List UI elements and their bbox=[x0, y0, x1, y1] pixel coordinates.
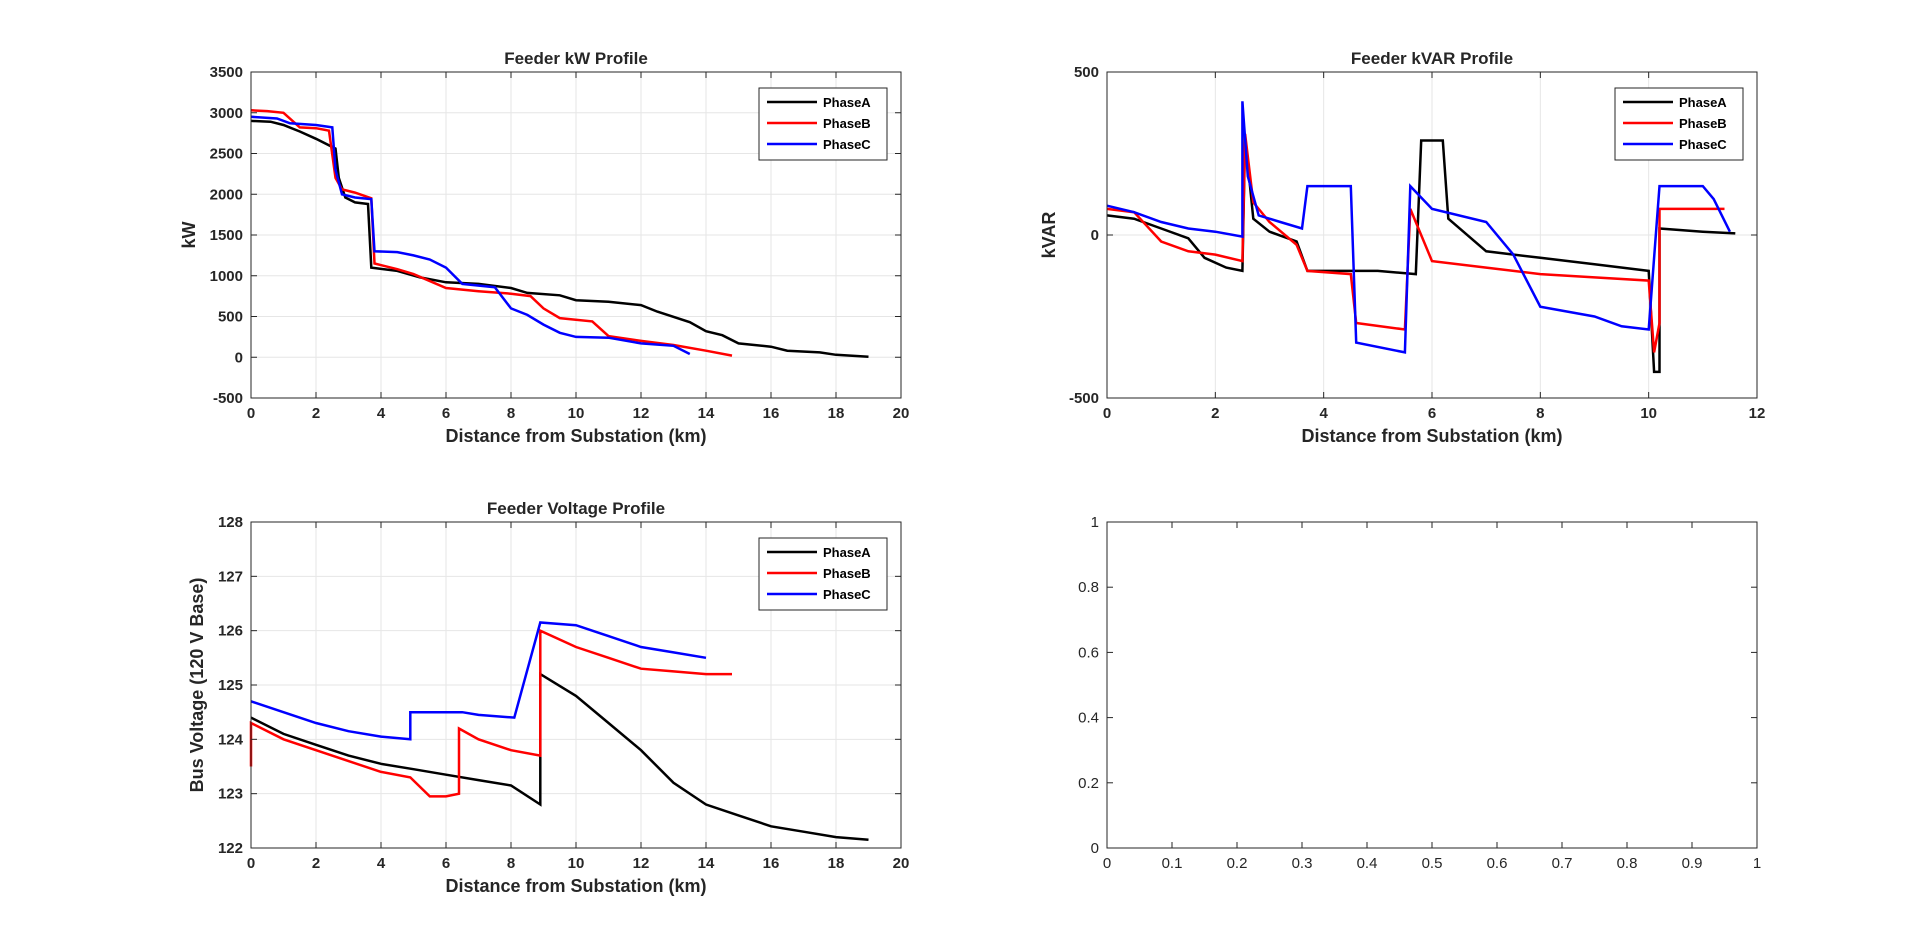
x-tick-label: 0.7 bbox=[1552, 855, 1573, 872]
x-tick-label: 10 bbox=[568, 855, 585, 872]
plot-area bbox=[1107, 522, 1757, 848]
legend-label: PhaseC bbox=[823, 587, 871, 602]
y-tick-label: 1500 bbox=[210, 227, 243, 244]
y-axis-label: kVAR bbox=[1039, 212, 1059, 259]
y-tick-label: 0.6 bbox=[1078, 644, 1099, 661]
chart-title: Feeder Voltage Profile bbox=[487, 499, 665, 518]
x-axis-label: Distance from Substation (km) bbox=[445, 426, 706, 446]
x-tick-label: 0.2 bbox=[1227, 855, 1248, 872]
legend-label: PhaseB bbox=[823, 566, 871, 581]
x-tick-label: 20 bbox=[893, 405, 910, 422]
legend-label: PhaseA bbox=[1679, 95, 1727, 110]
y-tick-label: 128 bbox=[218, 514, 243, 531]
series-line-phaseb bbox=[249, 628, 732, 798]
x-tick-label: 0.1 bbox=[1162, 855, 1183, 872]
x-tick-label: 0 bbox=[1103, 855, 1111, 872]
y-axis-label: kW bbox=[179, 221, 199, 248]
y-tick-label: 0.4 bbox=[1078, 710, 1099, 727]
x-tick-label: 0.4 bbox=[1357, 855, 1378, 872]
y-tick-label: 0 bbox=[235, 349, 243, 366]
x-tick-label: 0 bbox=[1103, 405, 1111, 422]
chart-kw: 0 2 4 6 8 10 12 14 16 18 20-5000500100015002000250… bbox=[179, 49, 909, 446]
legend-label: PhaseA bbox=[823, 545, 871, 560]
x-tick-label: 2 bbox=[1211, 405, 1219, 422]
x-tick-label: 8 bbox=[507, 405, 515, 422]
legend: PhaseA PhaseB PhaseC bbox=[758, 537, 888, 611]
x-tick-label: 12 bbox=[1749, 405, 1766, 422]
x-tick-label: 2 bbox=[312, 855, 320, 872]
chart-title: Feeder kVAR Profile bbox=[1351, 49, 1513, 68]
x-tick-label: 6 bbox=[442, 405, 450, 422]
legend: PhaseA PhaseB PhaseC bbox=[758, 87, 888, 161]
x-tick-label: 14 bbox=[698, 405, 715, 422]
x-axis-label: Distance from Substation (km) bbox=[1301, 426, 1562, 446]
series-line-phasec bbox=[250, 621, 707, 741]
y-tick-label: 1 bbox=[1091, 514, 1099, 531]
legend-label: PhaseB bbox=[1679, 116, 1727, 131]
x-tick-label: 10 bbox=[1640, 405, 1657, 422]
x-tick-label: 0.5 bbox=[1422, 855, 1443, 872]
x-tick-label: 0.6 bbox=[1487, 855, 1508, 872]
y-tick-label: 0 bbox=[1091, 227, 1099, 244]
x-tick-label: 0.8 bbox=[1617, 855, 1638, 872]
y-tick-label: 122 bbox=[218, 840, 243, 857]
x-tick-label: 0.3 bbox=[1292, 855, 1313, 872]
legend-label: PhaseB bbox=[823, 116, 871, 131]
series-line-phasec bbox=[250, 115, 691, 356]
series-line-phasea bbox=[250, 119, 869, 359]
y-tick-label: 127 bbox=[218, 568, 243, 585]
legend-label: PhaseC bbox=[1679, 137, 1727, 152]
y-tick-label: 2500 bbox=[210, 146, 243, 163]
x-tick-label: 8 bbox=[507, 855, 515, 872]
x-tick-label: 0 bbox=[247, 405, 255, 422]
legend-label: PhaseC bbox=[823, 137, 871, 152]
y-tick-label: 124 bbox=[218, 731, 244, 748]
chart-empty: 0 0.1 0.2 0.3 0.4 0.5 0.6 0.7 0.8 0.9 1 0 0.2 0.4 0.6 0… bbox=[1078, 514, 1761, 872]
x-tick-label: 4 bbox=[377, 405, 386, 422]
chart-voltage: 0 2 4 6 8 10 12 14 16 18 20 122 123 124 125 126 127 128 Fe… bbox=[187, 499, 909, 896]
x-tick-label: 6 bbox=[442, 855, 450, 872]
x-tick-label: 20 bbox=[893, 855, 910, 872]
y-tick-label: 0 bbox=[1091, 840, 1099, 857]
x-tick-label: 16 bbox=[763, 855, 780, 872]
x-tick-label: 12 bbox=[633, 405, 650, 422]
y-tick-label: 125 bbox=[218, 677, 243, 694]
y-axis-label: Bus Voltage (120 V Base) bbox=[187, 578, 207, 793]
x-tick-label: 0.9 bbox=[1682, 855, 1703, 872]
x-tick-label: 4 bbox=[377, 855, 386, 872]
x-tick-label: 16 bbox=[763, 405, 780, 422]
legend-label: PhaseA bbox=[823, 95, 871, 110]
chart-title: Feeder kW Profile bbox=[504, 49, 648, 68]
x-axis-label: Distance from Substation (km) bbox=[445, 876, 706, 896]
y-tick-label: 0.8 bbox=[1078, 579, 1099, 596]
x-tick-label: 12 bbox=[633, 855, 650, 872]
y-tick-label: 500 bbox=[218, 309, 243, 326]
x-tick-label: 0 bbox=[247, 855, 255, 872]
legend: PhaseA PhaseB PhaseC bbox=[1614, 87, 1744, 161]
y-tick-label: -500 bbox=[213, 390, 243, 407]
x-tick-label: 10 bbox=[568, 405, 585, 422]
x-tick-label: 8 bbox=[1536, 405, 1544, 422]
x-tick-label: 4 bbox=[1319, 405, 1328, 422]
y-tick-label: 1000 bbox=[210, 268, 243, 285]
y-tick-label: 3500 bbox=[210, 64, 243, 81]
x-tick-label: 1 bbox=[1753, 855, 1761, 872]
y-tick-label: 2000 bbox=[210, 186, 243, 203]
series-line-phasec bbox=[1106, 101, 1732, 354]
x-tick-label: 6 bbox=[1428, 405, 1436, 422]
y-tick-label: 123 bbox=[218, 786, 243, 803]
y-tick-label: 500 bbox=[1074, 64, 1099, 81]
y-tick-label: 3000 bbox=[210, 105, 243, 122]
y-tick-label: 0.2 bbox=[1078, 775, 1099, 792]
series-line-phaseb bbox=[250, 109, 733, 357]
x-tick-label: 18 bbox=[828, 855, 845, 872]
x-tick-label: 2 bbox=[312, 405, 320, 422]
x-tick-label: 18 bbox=[828, 405, 845, 422]
y-tick-label: 126 bbox=[218, 623, 243, 640]
y-tick-label: -500 bbox=[1069, 390, 1099, 407]
x-tick-label: 14 bbox=[698, 855, 715, 872]
